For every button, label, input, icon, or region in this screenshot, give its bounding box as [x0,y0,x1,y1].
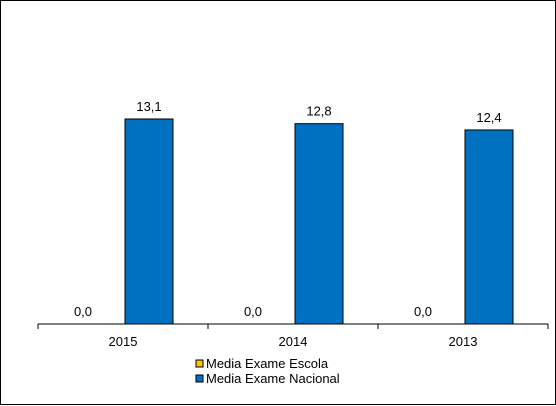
data-label: 12,8 [306,104,331,119]
data-label: 0,0 [244,304,262,319]
x-tick-label: 2013 [449,334,478,349]
x-tick-label: 2015 [109,334,138,349]
legend-swatch [195,359,204,368]
x-tick-label: 2014 [279,334,308,349]
data-label: 12,4 [476,110,501,125]
x-tick-labels-group: 2015 2014 2013 [109,334,478,349]
bar-media-exame-nacional [464,129,514,325]
data-label: 13,1 [136,99,161,114]
legend-label: Media Exame Nacional [206,371,340,386]
legend-label: Media Exame Escola [206,356,329,371]
data-label: 0,0 [414,304,432,319]
bars-group [124,118,514,325]
bar-media-exame-nacional [124,118,174,325]
bar-media-exame-nacional [294,123,344,325]
data-label: 0,0 [74,304,92,319]
data-labels-group: 0,0 13,1 0,0 12,8 0,0 12,4 [74,99,502,319]
x-ticks-group [37,324,549,329]
legend-swatch [195,374,204,383]
